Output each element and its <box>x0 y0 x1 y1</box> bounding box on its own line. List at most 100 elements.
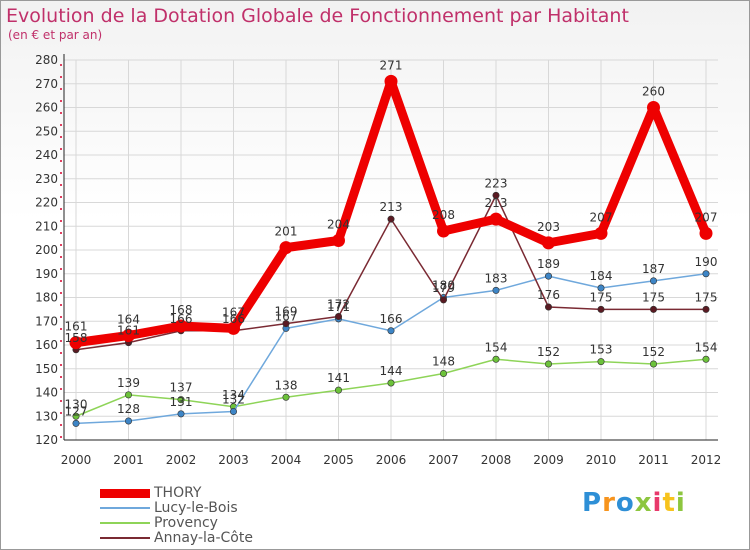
axis-dot <box>60 352 62 354</box>
data-label-annay-la-c-te: 223 <box>485 176 508 190</box>
data-label-lucy-le-bois: 171 <box>327 300 350 314</box>
point-provency <box>439 369 447 377</box>
x-tick-label: 2012 <box>691 453 722 467</box>
x-tick-label: 2003 <box>218 453 249 467</box>
data-label-provency: 154 <box>485 340 508 354</box>
point-provency <box>282 393 290 401</box>
data-labels: 130 139 137 134 138 141 144 148 154 152 153 152 154 1… <box>65 58 718 418</box>
data-label-lucy-le-bois: 128 <box>117 402 140 416</box>
point-annay-la-c-te <box>649 305 657 313</box>
axis-dot <box>60 148 62 150</box>
axis-dot <box>60 112 62 114</box>
data-label-provency: 141 <box>327 371 350 385</box>
point-lucy-le-bois <box>649 277 657 285</box>
data-label-lucy-le-bois: 166 <box>380 312 403 326</box>
axis-dot <box>60 184 62 186</box>
point-thory <box>227 321 240 335</box>
data-label-provency: 144 <box>380 364 403 378</box>
legend-swatch <box>100 537 150 539</box>
y-tick-label: 220 <box>35 196 58 210</box>
axis-dot <box>60 316 62 318</box>
axis-dot <box>60 220 62 222</box>
point-thory <box>332 234 345 247</box>
chart-title: Evolution de la Dotation Globale de Fonc… <box>6 5 629 27</box>
point-annay-la-c-te <box>334 312 342 320</box>
point-thory <box>594 226 608 240</box>
legend-label: Lucy-le-Bois <box>154 500 238 516</box>
y-tick-label: 210 <box>35 219 58 233</box>
axis-dot <box>60 244 62 246</box>
point-provency <box>597 358 605 366</box>
axis-dot <box>60 124 62 126</box>
data-label-annay-la-c-te: 179 <box>432 281 455 295</box>
axis-dot <box>60 64 62 66</box>
point-provency <box>649 360 657 368</box>
data-label-provency: 154 <box>695 340 718 354</box>
point-annay-la-c-te <box>439 296 447 304</box>
point-provency <box>334 386 342 394</box>
data-label-lucy-le-bois: 132 <box>222 393 245 407</box>
legend-swatch <box>100 507 150 509</box>
point-annay-la-c-te <box>544 303 552 311</box>
legend-label: Provency <box>154 515 218 531</box>
point-lucy-le-bois <box>230 407 238 415</box>
data-label-thory: 164 <box>117 313 140 327</box>
axis-dot <box>60 412 62 414</box>
axis-dot <box>60 292 62 294</box>
x-tick-label: 2004 <box>271 453 302 467</box>
legend-swatch <box>100 522 150 524</box>
point-provency <box>544 360 552 368</box>
axis-dot <box>60 160 62 162</box>
axis-dot <box>60 196 62 198</box>
y-tick-label: 160 <box>35 338 58 352</box>
data-label-annay-la-c-te: 175 <box>590 290 613 304</box>
point-lucy-le-bois <box>702 270 710 278</box>
point-thory <box>437 224 450 238</box>
data-label-annay-la-c-te: 166 <box>170 312 193 326</box>
point-lucy-le-bois <box>177 410 185 418</box>
point-annay-la-c-te <box>597 305 605 313</box>
point-provency <box>72 412 80 420</box>
axis-dot <box>60 208 62 210</box>
grid <box>64 59 718 441</box>
y-tick-label: 170 <box>35 314 58 328</box>
y-tick-label: 270 <box>35 77 58 91</box>
data-label-lucy-le-bois: 187 <box>642 262 665 276</box>
data-label-annay-la-c-te: 175 <box>642 290 665 304</box>
axis-dot <box>60 76 62 78</box>
data-label-thory: 207 <box>590 210 613 224</box>
chart-subtitle: (en € et par an) <box>8 28 103 42</box>
point-annay-la-c-te <box>387 215 395 223</box>
data-label-lucy-le-bois: 184 <box>590 269 613 283</box>
x-tick-label: 2010 <box>586 453 617 467</box>
data-label-provency: 134 <box>222 388 245 402</box>
data-label-thory: 168 <box>170 303 193 317</box>
axis-dot <box>60 256 62 258</box>
data-label-annay-la-c-te: 166 <box>222 312 245 326</box>
data-label-provency: 130 <box>65 397 88 411</box>
x-tick-label: 2011 <box>638 453 669 467</box>
x-tick-label: 2006 <box>376 453 407 467</box>
legend-swatch <box>100 489 150 498</box>
axis-dot <box>60 388 62 390</box>
series-group <box>69 74 713 427</box>
point-lucy-le-bois <box>72 419 80 427</box>
axis-dot <box>60 340 62 342</box>
legend-label: Annay-la-Côte <box>154 530 253 546</box>
axis-dot <box>60 280 62 282</box>
data-label-thory: 203 <box>537 220 560 234</box>
y-tick-label: 200 <box>35 243 58 257</box>
axis-dot <box>60 172 62 174</box>
point-lucy-le-bois <box>544 272 552 280</box>
y-tick-label: 120 <box>35 433 58 447</box>
axis-dot <box>60 304 62 306</box>
data-label-provency: 153 <box>590 343 613 357</box>
axis-dot <box>60 100 62 102</box>
y-tick-label: 230 <box>35 172 58 186</box>
x-tick-label: 2009 <box>533 453 564 467</box>
data-label-thory: 208 <box>432 208 455 222</box>
point-provency <box>702 355 710 363</box>
data-label-lucy-le-bois: 167 <box>275 309 298 323</box>
data-label-thory: 213 <box>485 196 508 210</box>
y-tick-label: 280 <box>35 53 58 67</box>
